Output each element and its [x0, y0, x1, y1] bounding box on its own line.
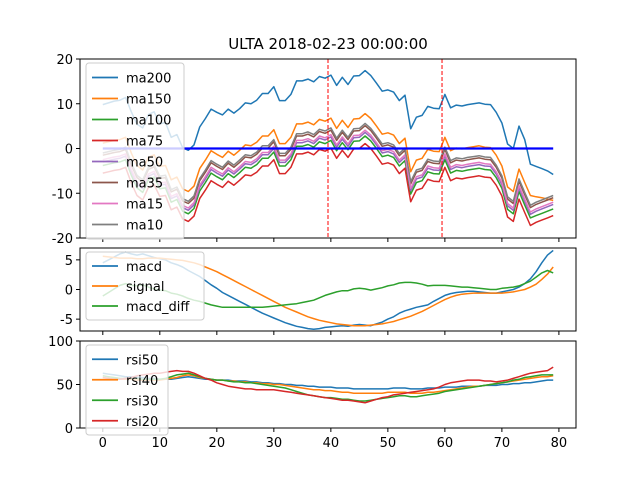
y-tick-label: 50 — [56, 379, 73, 394]
x-tick-label: 60 — [437, 436, 454, 451]
panel-1: -20 -10 0 10 20 ma200 ma150 ma100 ma75 ma50 ma35 ma… — [52, 53, 577, 247]
legend-label-ma15: ma15 — [126, 198, 163, 213]
legend-label-ma10: ma10 — [126, 219, 163, 234]
legend-label-macd_diff: macd_diff — [126, 300, 190, 315]
legend-label-ma50: ma50 — [126, 156, 163, 171]
legend-label-ma75: ma75 — [126, 135, 163, 150]
x-tick-label: 10 — [152, 436, 169, 451]
y-tick-label: 0 — [65, 422, 73, 437]
x-tick-label: 40 — [323, 436, 340, 451]
legend-label-ma150: ma150 — [126, 93, 171, 108]
legend-label-rsi50: rsi50 — [126, 353, 158, 368]
y-tick-label: 100 — [48, 335, 73, 350]
chart-title: ULTA 2018-02-23 00:00:00 — [228, 35, 428, 53]
x-tick-label: 70 — [494, 436, 511, 451]
y-tick-label: -20 — [52, 232, 73, 247]
legend-label-rsi20: rsi20 — [126, 415, 158, 430]
x-tick-label: 50 — [380, 436, 397, 451]
panel-2: -5 0 5 macd signal macd_diff — [60, 247, 577, 335]
legend — [85, 251, 205, 321]
x-tick-label: 80 — [551, 436, 568, 451]
y-tick-label: 10 — [56, 98, 73, 113]
panel-3: 0 50 100 0 10 20 30 40 50 60 70 80 rsi50 rsi40 rsi30 rs… — [48, 335, 577, 451]
legend-label-rsi40: rsi40 — [126, 374, 158, 389]
y-tick-label: 20 — [56, 53, 73, 68]
x-tick-label: 30 — [266, 436, 283, 451]
y-tick-label: 5 — [65, 254, 73, 269]
y-tick-label: 0 — [65, 284, 73, 299]
series-line-rsi20 — [102, 366, 554, 404]
legend-label-ma100: ma100 — [126, 114, 171, 129]
y-tick-label: -5 — [60, 313, 73, 328]
legend — [85, 62, 185, 240]
legend — [85, 344, 169, 436]
panels: -20-1001020ma200ma150ma100ma75ma50ma35ma… — [48, 53, 577, 451]
x-tick-label: 20 — [209, 436, 226, 451]
y-tick-label: 0 — [65, 143, 73, 158]
legend-label-rsi30: rsi30 — [126, 394, 158, 409]
legend-label-macd: macd — [126, 260, 162, 275]
y-tick-label: -10 — [52, 187, 73, 202]
x-tick-label: 0 — [99, 436, 107, 451]
series-group — [102, 366, 554, 404]
legend-label-ma35: ma35 — [126, 177, 163, 192]
legend-label-signal: signal — [126, 280, 164, 295]
legend-label-ma200: ma200 — [126, 72, 171, 87]
